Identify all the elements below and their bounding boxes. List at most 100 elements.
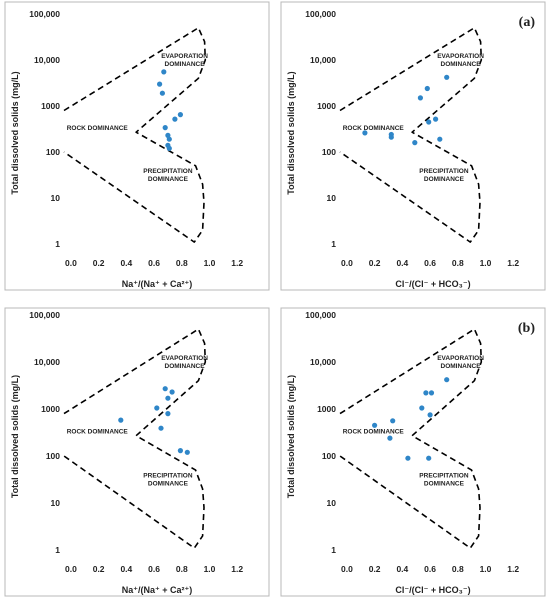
data-point (419, 405, 425, 411)
y-tick-label: 1 (331, 545, 336, 555)
y-tick-label: 100,000 (29, 9, 60, 19)
y-tick-label: 1 (331, 239, 336, 249)
x-axis-label: Na⁺/(Na⁺ + Ca²⁺) (122, 279, 193, 289)
y-axis-label: Total dissolved solids (mg/L) (10, 375, 20, 498)
x-tick-label: 1.2 (507, 564, 519, 574)
x-tick-label: 0.6 (148, 258, 160, 268)
x-tick-label: 0.8 (176, 258, 188, 268)
x-tick-label: 0.2 (93, 564, 105, 574)
precipitation-label: PRECIPITATION (143, 472, 193, 479)
data-point (426, 455, 432, 461)
gibbs-boundary (339, 328, 483, 549)
data-point (165, 395, 171, 401)
y-tick-label: 10,000 (34, 357, 60, 367)
y-tick-label: 1 (55, 545, 60, 555)
precipitation-label: DOMINANCE (424, 176, 465, 183)
data-point (166, 145, 172, 151)
y-axis-label: Total dissolved solids (mg/L) (10, 71, 20, 194)
data-point (428, 390, 435, 396)
evaporation-label: EVAPORATION (161, 53, 208, 60)
rock-label: ROCK DOMINANCE (343, 125, 405, 132)
y-tick-label: 1000 (317, 101, 336, 111)
precipitation-label: DOMINANCE (148, 480, 189, 487)
y-axis-label: Total dissolved solids (mg/L) (286, 71, 296, 194)
data-point (444, 74, 450, 80)
y-tick-label: 10 (327, 193, 337, 203)
data-point (412, 140, 418, 146)
y-tick-label: 1 (55, 239, 60, 249)
evaporation-label: EVAPORATION (437, 53, 484, 60)
panel-label: (a) (519, 15, 536, 30)
data-point (172, 116, 178, 122)
data-point (427, 412, 433, 418)
gibbs-boundary (63, 328, 207, 549)
x-tick-label: 1.0 (480, 258, 492, 268)
y-tick-label: 1000 (41, 404, 60, 414)
data-point (166, 136, 172, 142)
data-point (177, 448, 183, 454)
precipitation-label: PRECIPITATION (419, 168, 469, 175)
data-point (158, 425, 164, 431)
rock-label: ROCK DOMINANCE (67, 429, 129, 436)
x-axis-label: Cl⁻/(Cl⁻ + HCO₃⁻) (395, 279, 470, 289)
y-tick-label: 10,000 (310, 357, 336, 367)
y-tick-label: 100 (322, 147, 336, 157)
data-point (388, 134, 394, 140)
data-point (159, 90, 165, 96)
x-tick-label: 0.0 (65, 564, 77, 574)
x-tick-label: 0.2 (369, 258, 381, 268)
evaporation-label: EVAPORATION (161, 355, 208, 362)
data-point (157, 81, 163, 87)
x-tick-label: 0.8 (452, 258, 464, 268)
data-point (423, 390, 429, 396)
data-point (154, 405, 160, 411)
precipitation-label: PRECIPITATION (419, 472, 469, 479)
x-tick-label: 0.0 (341, 258, 353, 268)
y-tick-label: 10 (51, 193, 61, 203)
y-tick-label: 10 (51, 498, 61, 508)
y-tick-label: 10,000 (310, 55, 336, 65)
y-tick-label: 100,000 (305, 9, 336, 19)
y-tick-label: 100,000 (29, 310, 60, 320)
precipitation-label: DOMINANCE (424, 480, 465, 487)
x-tick-label: 0.0 (65, 258, 77, 268)
evaporation-label: DOMINANCE (165, 363, 206, 370)
data-point (162, 125, 168, 131)
y-tick-label: 10 (327, 498, 337, 508)
y-tick-label: 100 (46, 451, 60, 461)
x-tick-label: 0.4 (120, 564, 132, 574)
data-point (161, 69, 167, 75)
data-point (405, 455, 411, 461)
evaporation-label: DOMINANCE (441, 363, 482, 370)
y-tick-label: 1000 (41, 101, 60, 111)
data-point (362, 130, 368, 136)
data-point (433, 116, 439, 122)
y-tick-label: 100 (46, 147, 60, 157)
evaporation-label: DOMINANCE (441, 61, 482, 68)
evaporation-label: DOMINANCE (165, 61, 206, 68)
data-point (424, 85, 430, 92)
x-tick-label: 1.2 (507, 258, 519, 268)
data-point (165, 411, 171, 417)
panel-label: (b) (518, 321, 535, 336)
x-tick-label: 0.4 (120, 258, 132, 268)
x-tick-label: 0.6 (148, 564, 160, 574)
data-point (177, 112, 183, 118)
x-tick-label: 0.2 (93, 258, 105, 268)
data-point (444, 377, 450, 383)
panel-frame (4, 1, 270, 291)
x-tick-label: 1.2 (231, 258, 243, 268)
x-axis-label: Cl⁻/(Cl⁻ + HCO₃⁻) (395, 585, 470, 595)
y-tick-label: 100,000 (305, 310, 336, 320)
x-tick-label: 0.6 (424, 564, 436, 574)
y-tick-label: 100 (322, 451, 336, 461)
x-tick-label: 1.0 (204, 564, 216, 574)
panel-frame (280, 307, 546, 597)
y-tick-label: 10,000 (34, 55, 60, 65)
x-tick-label: 0.6 (424, 258, 436, 268)
x-axis-label: Na⁺/(Na⁺ + Ca²⁺) (122, 585, 193, 595)
data-point (372, 422, 378, 428)
